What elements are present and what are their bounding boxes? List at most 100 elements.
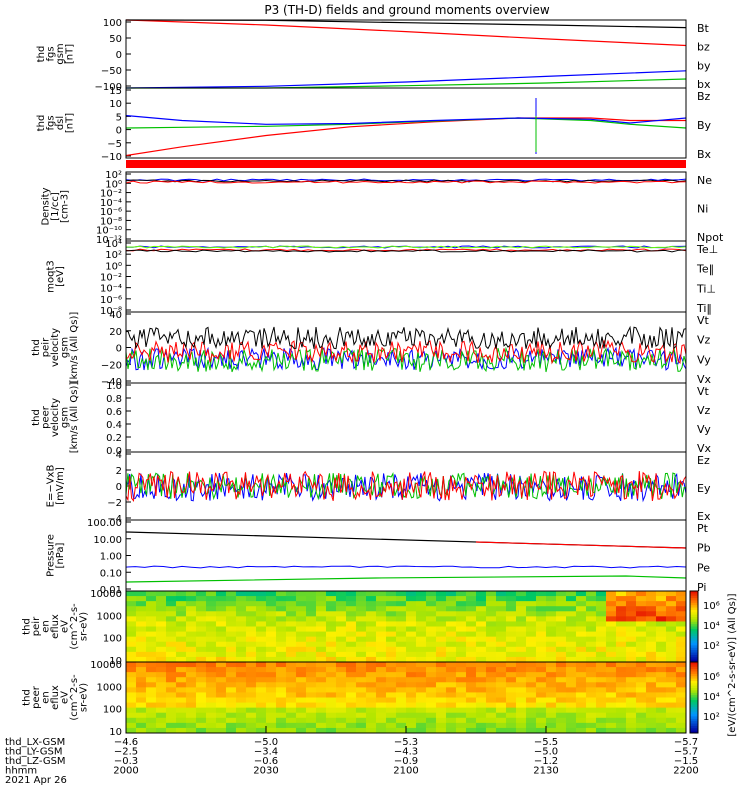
heatmap-cell — [456, 591, 467, 597]
colorbar-cell — [690, 673, 698, 677]
heatmap-cell — [406, 707, 417, 714]
xaxis-value: −1.5 — [674, 756, 698, 767]
heatmap-cell — [236, 687, 247, 693]
heatmap-cell — [556, 702, 567, 709]
heatmap-cell — [516, 606, 527, 612]
heatmap-cell — [146, 621, 157, 627]
heatmap-cell — [476, 591, 487, 597]
heatmap-cell — [526, 596, 537, 602]
heatmap-cell — [256, 672, 267, 678]
heatmap-cell — [166, 662, 177, 668]
heatmap-cell — [196, 591, 207, 597]
heatmap-cell — [166, 707, 177, 714]
heatmap-cell — [316, 702, 327, 709]
heatmap-cell — [496, 631, 507, 638]
heatmap-cell — [676, 687, 687, 693]
heatmap-cell — [456, 692, 467, 698]
heatmap-cell — [536, 702, 547, 709]
heatmap-cell — [616, 636, 627, 643]
heatmap-cell — [266, 697, 277, 704]
series-Ni — [125, 179, 687, 183]
heatmap-cell — [576, 662, 587, 668]
heatmap-cell — [376, 616, 387, 622]
heatmap-cell — [136, 606, 147, 612]
heatmap-cell — [246, 656, 257, 663]
heatmap-cell — [346, 672, 357, 678]
legend-pt: Pt — [697, 522, 709, 535]
heatmap-cell — [486, 712, 497, 719]
heatmap-cell — [386, 727, 397, 734]
heatmap-cell — [246, 601, 257, 607]
heatmap-cell — [356, 591, 367, 597]
heatmap-cell — [336, 621, 347, 627]
heatmap-cell — [606, 636, 617, 643]
heatmap-cell — [646, 692, 657, 698]
series-Ez — [125, 470, 687, 502]
heatmap-cell — [616, 621, 627, 627]
heatmap-cell — [366, 682, 377, 688]
heatmap-cell — [646, 631, 657, 638]
heatmap-cell — [436, 601, 447, 607]
heatmap-cell — [496, 697, 507, 704]
heatmap-cell — [596, 692, 607, 698]
heatmap-cell — [256, 616, 267, 622]
heatmap-cell — [136, 727, 147, 734]
heatmap-cell — [316, 611, 327, 617]
heatmap-cell — [666, 707, 677, 714]
heatmap-cell — [356, 667, 367, 673]
heatmap-cell — [136, 596, 147, 602]
heatmap-cell — [286, 672, 297, 678]
heatmap-cell — [506, 616, 517, 622]
heatmap-cell — [556, 631, 567, 638]
heatmap-cell — [426, 601, 437, 607]
heatmap-cell — [356, 682, 367, 688]
heatmap-cell — [436, 717, 447, 724]
heatmap-cell — [646, 662, 657, 668]
colorbar-cell — [690, 662, 698, 665]
heatmap-cell — [676, 596, 687, 602]
heatmap-cell — [666, 702, 677, 709]
panel-8-ytick: 10.00 — [93, 535, 122, 546]
heatmap-cell — [186, 687, 197, 693]
heatmap-cell — [346, 722, 357, 729]
panel-10-ylabel-line: en — [41, 691, 52, 704]
heatmap-cell — [576, 682, 587, 688]
heatmap-cell — [516, 667, 527, 673]
heatmap-cell — [266, 626, 277, 633]
heatmap-cell — [136, 646, 147, 653]
legend-ey: Ey — [697, 482, 711, 495]
heatmap-cell — [656, 682, 667, 688]
heatmap-cell — [376, 646, 387, 653]
panel-9: thdpeirenefluxeV(cm^2-s-sr-eV)1000010001… — [22, 589, 687, 667]
heatmap-cell — [396, 662, 407, 668]
heatmap-cell — [246, 692, 257, 698]
heatmap-cell — [126, 722, 137, 729]
heatmap-cell — [136, 656, 147, 663]
heatmap-cell — [546, 651, 557, 658]
panel-3-ylabel-line: [1/cc] — [50, 192, 61, 221]
heatmap-cell — [456, 621, 467, 627]
heatmap-cell — [666, 621, 677, 627]
heatmap-cell — [306, 697, 317, 704]
heatmap-cell — [406, 596, 417, 602]
heatmap-cell — [316, 677, 327, 683]
heatmap-cell — [526, 722, 537, 729]
heatmap-cell — [366, 641, 377, 648]
heatmap-cell — [606, 646, 617, 653]
heatmap-cell — [446, 646, 457, 653]
heatmap-cell — [556, 636, 567, 643]
heatmap-cell — [486, 591, 497, 597]
heatmap-cell — [376, 626, 387, 633]
heatmap-cell — [246, 712, 257, 719]
heatmap-cell — [606, 682, 617, 688]
heatmap-cell — [356, 697, 367, 704]
heatmap-cell — [456, 677, 467, 683]
heatmap-cell — [576, 636, 587, 643]
heatmap-cell — [406, 626, 417, 633]
heatmap-cell — [376, 651, 387, 658]
heatmap-cell — [476, 656, 487, 663]
heatmap-cell — [416, 636, 427, 643]
heatmap-cell — [566, 702, 577, 709]
heatmap-cell — [266, 641, 277, 648]
heatmap-cell — [256, 601, 267, 607]
